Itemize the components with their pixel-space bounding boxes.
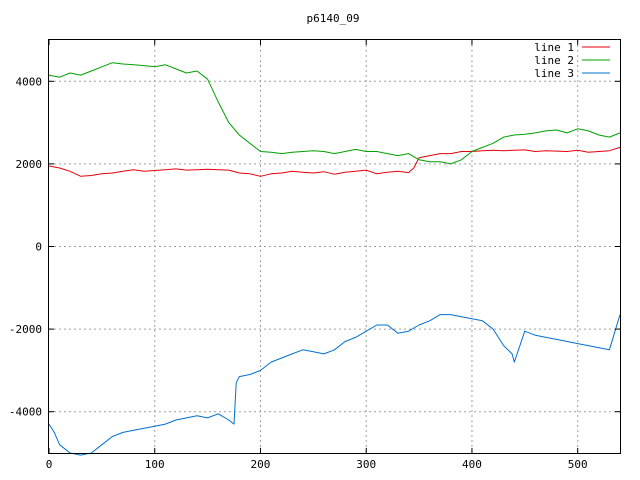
x-tick-label: 0 — [46, 458, 53, 471]
series-line-1 — [48, 146, 621, 177]
legend-label-2: line 2 — [534, 54, 574, 67]
series-line-3 — [48, 314, 621, 456]
x-tick-label: 300 — [356, 458, 376, 471]
x-tick-label: 400 — [462, 458, 482, 471]
y-tick-label: 4000 — [16, 75, 43, 88]
axis-ticks: 0 100 200 300 400 500 -4000 -2000 0 2000 4000 — [9, 40, 620, 471]
y-tick-label: -2000 — [9, 323, 42, 336]
x-tick-label: 100 — [145, 458, 165, 471]
chart-title: p6140_09 — [307, 12, 360, 25]
y-tick-label: 2000 — [16, 158, 43, 171]
y-tick-label: 0 — [35, 241, 42, 254]
grid — [49, 40, 620, 453]
x-tick-label: 200 — [251, 458, 271, 471]
legend-label-3: line 3 — [534, 67, 574, 80]
x-tick-label: 500 — [568, 458, 588, 471]
y-tick-label: -4000 — [9, 406, 42, 419]
series-group — [48, 62, 621, 456]
plot-frame — [48, 39, 621, 454]
legend-label-1: line 1 — [534, 41, 574, 54]
series-line-2 — [48, 62, 621, 165]
